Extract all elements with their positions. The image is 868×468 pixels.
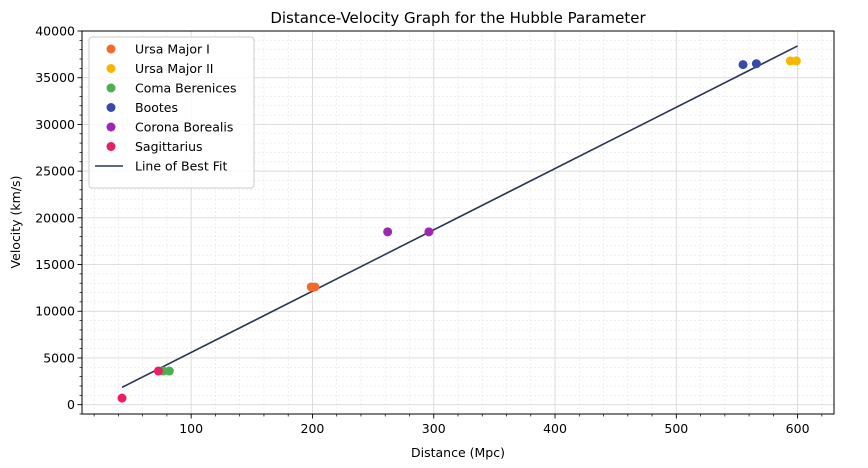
y-tick-label: 35000 (35, 70, 75, 85)
point-bootes (751, 59, 761, 69)
x-axis-label: Distance (Mpc) (411, 445, 505, 460)
point-ursa-major-ii (791, 56, 801, 66)
legend-label-ursa-major-ii: Ursa Major II (135, 61, 214, 76)
fit-line-layer (121, 45, 798, 389)
legend-label-corona-borealis: Corona Borealis (135, 120, 233, 135)
y-tick-label: 20000 (35, 210, 75, 225)
x-tick-label: 300 (422, 421, 446, 436)
x-tick-label: 400 (543, 421, 567, 436)
x-tick-label: 100 (179, 421, 203, 436)
legend-label-coma-berenices: Coma Berenices (135, 81, 236, 96)
point-corona-borealis (383, 227, 393, 237)
point-ursa-major-i (310, 282, 320, 292)
point-bootes (738, 60, 748, 70)
point-coma-berenices (164, 366, 174, 376)
legend-marker-sagittarius (106, 142, 116, 151)
legend-label-best-fit: Line of Best Fit (135, 159, 227, 174)
x-tick-label: 600 (786, 421, 810, 436)
point-sagittarius (153, 366, 163, 376)
legend-marker-ursa-major-i (106, 44, 116, 54)
y-tick-label: 15000 (35, 257, 75, 272)
legend-marker-bootes (106, 103, 116, 112)
chart-title: Distance-Velocity Graph for the Hubble P… (270, 9, 646, 27)
ticks-layer: 100 200 300 400 500 600 0 5000 10000 15000 20000 25… (35, 24, 823, 436)
legend-marker-ursa-major-ii (106, 64, 116, 73)
y-tick-label: 0 (67, 397, 75, 412)
x-tick-label: 200 (301, 421, 325, 436)
legend-box (88, 36, 255, 189)
legend: Ursa Major I Ursa Major II Coma Berenices B… (88, 36, 255, 189)
y-tick-label: 10000 (35, 304, 75, 319)
points-layer (117, 56, 801, 403)
legend-marker-corona-borealis (106, 122, 116, 132)
point-corona-borealis (424, 227, 434, 237)
x-tick-label: 500 (664, 421, 688, 436)
y-axis-label: Velocity (km/s) (8, 176, 23, 269)
y-tick-label: 5000 (43, 350, 75, 365)
best-fit-line (121, 45, 798, 389)
legend-marker-coma-berenices (106, 83, 116, 93)
y-tick-label: 40000 (35, 24, 75, 39)
point-sagittarius (117, 393, 127, 403)
y-tick-label: 25000 (35, 164, 75, 179)
y-tick-label: 30000 (35, 117, 75, 132)
legend-label-ursa-major-i: Ursa Major I (135, 42, 210, 57)
legend-label-bootes: Bootes (135, 100, 178, 115)
legend-label-sagittarius: Sagittarius (135, 139, 203, 154)
